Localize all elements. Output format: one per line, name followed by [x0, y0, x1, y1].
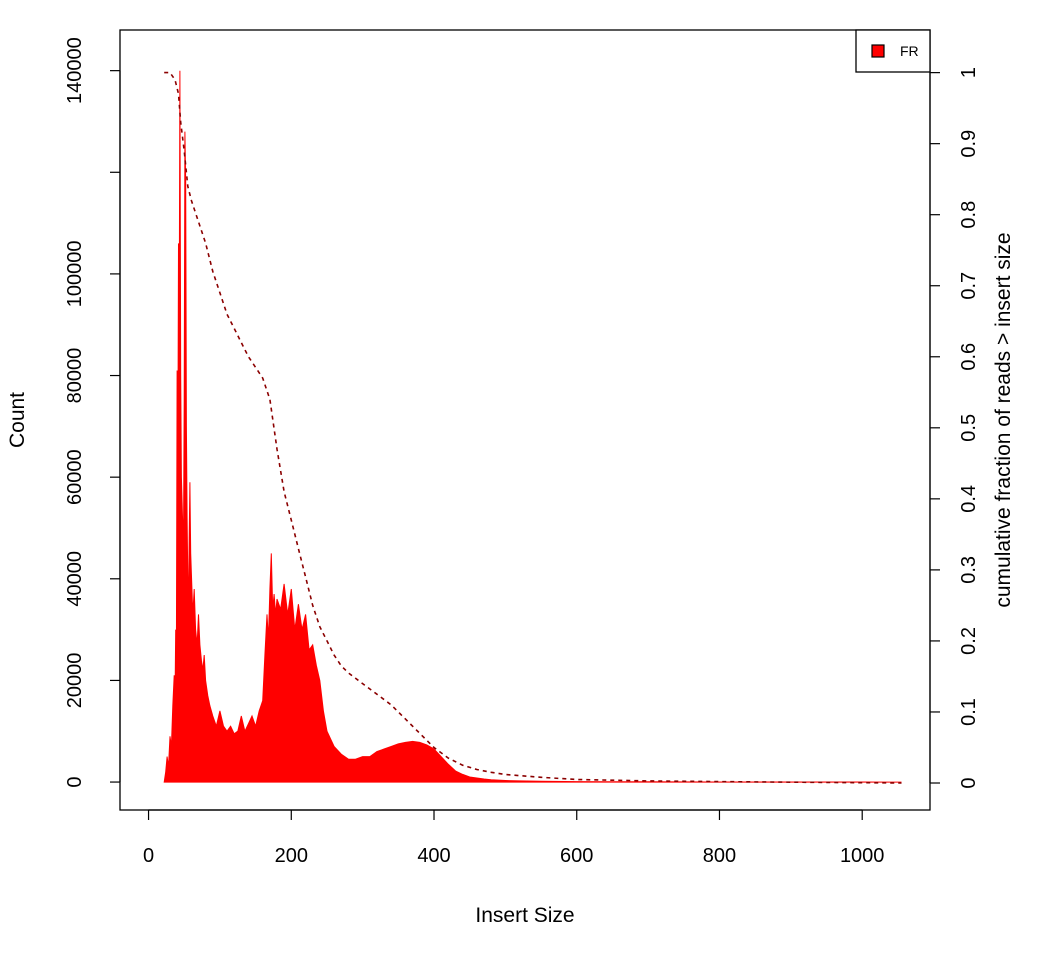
y2-tick-label-0: 0: [958, 777, 980, 788]
x-tick-label-0: 0: [143, 845, 154, 867]
x-tick-label-600: 600: [560, 845, 593, 867]
y2-tick-label-0.2: 0.2: [958, 627, 980, 655]
x-axis: 0 200 400 600 800 1000: [143, 809, 885, 867]
y2-tick-label-0.8: 0.8: [958, 201, 980, 229]
x-tick-label-400: 400: [417, 845, 450, 867]
x-tick-label-800: 800: [703, 845, 736, 867]
y2-tick-label-0.4: 0.4: [958, 485, 980, 513]
legend-label-fr: FR: [900, 43, 919, 59]
y2-tick-label-0.7: 0.7: [958, 272, 980, 300]
y-tick-label-100000: 100000: [64, 241, 86, 308]
y2-tick-label-0.1: 0.1: [958, 698, 980, 726]
x-tick-label-1000: 1000: [840, 845, 885, 867]
y2-tick-label-0.6: 0.6: [958, 343, 980, 371]
legend: FR: [855, 29, 931, 73]
y2-tick-label-0.5: 0.5: [958, 414, 980, 442]
histogram-layer: [163, 70, 902, 783]
y2-axis-title: cumulative fraction of reads > insert si…: [992, 232, 1015, 607]
y-tick-label-80000: 80000: [64, 348, 86, 404]
y-tick-label-20000: 20000: [64, 653, 86, 709]
y-axis-title: Count: [6, 392, 29, 448]
y2-tick-label-0.9: 0.9: [958, 130, 980, 158]
legend-swatch-fr: [871, 44, 885, 58]
y-axis-right: 0 0.1 0.2 0.3 0.4 0.5 0.6 0.7 0.8 0.9 1: [929, 67, 980, 789]
x-tick-label-200: 200: [275, 845, 308, 867]
y-tick-label-40000: 40000: [64, 551, 86, 607]
y2-tick-label-1: 1: [958, 67, 980, 78]
y2-tick-label-0.3: 0.3: [958, 556, 980, 584]
x-axis-title: Insert Size: [475, 904, 574, 927]
y-tick-label-0: 0: [64, 776, 86, 787]
y-axis-left: 0 20000 40000 60000 80000 100000 140000: [64, 37, 121, 788]
y-tick-label-60000: 60000: [64, 449, 86, 505]
series-fr-histogram: [163, 70, 902, 783]
y-tick-label-140000: 140000: [64, 37, 86, 104]
legend-box: [855, 29, 931, 73]
